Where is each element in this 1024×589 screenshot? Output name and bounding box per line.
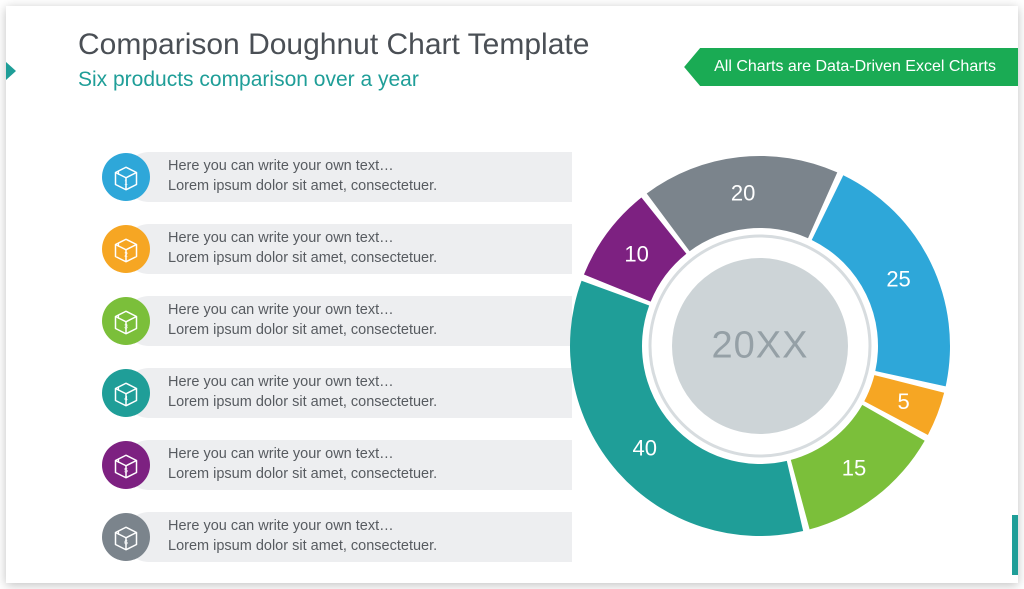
segment-label: 10	[624, 241, 648, 266]
svg-text:2: 2	[124, 252, 128, 259]
segment-label: 15	[842, 455, 866, 480]
list-item-text: Here you can write your own text… Lorem …	[150, 445, 437, 484]
list-item-line2: Lorem ipsum dolor sit amet, consectetuer…	[168, 177, 437, 197]
ribbon-banner: All Charts are Data-Driven Excel Charts	[684, 48, 1018, 86]
list-item: 6 Here you can write your own text… Lore…	[102, 508, 572, 566]
list-item-line1: Here you can write your own text…	[168, 373, 437, 393]
svg-text:6: 6	[124, 540, 128, 547]
chart-center-label: 20XX	[712, 325, 809, 368]
list-item: 1 Here you can write your own text… Lore…	[102, 148, 572, 206]
list-item-line2: Lorem ipsum dolor sit amet, consectetuer…	[168, 393, 437, 413]
list-item-line1: Here you can write your own text…	[168, 157, 437, 177]
slide-canvas: Comparison Doughnut Chart Template Six p…	[6, 6, 1018, 583]
list-item: 4 Here you can write your own text… Lore…	[102, 364, 572, 422]
list-item-line1: Here you can write your own text…	[168, 229, 437, 249]
box-icon: 4	[102, 369, 150, 417]
segment-label: 5	[898, 389, 910, 414]
page-subtitle: Six products comparison over a year	[78, 68, 419, 92]
svg-text:5: 5	[124, 468, 128, 475]
list-item-text: Here you can write your own text… Lorem …	[150, 301, 437, 340]
svg-text:3: 3	[124, 324, 128, 331]
box-icon: 5	[102, 441, 150, 489]
list-item-text: Here you can write your own text… Lorem …	[150, 373, 437, 412]
ribbon-text: All Charts are Data-Driven Excel Charts	[714, 58, 996, 76]
box-icon: 1	[102, 153, 150, 201]
list-item-line2: Lorem ipsum dolor sit amet, consectetuer…	[168, 465, 437, 485]
list-item: 3 Here you can write your own text… Lore…	[102, 292, 572, 350]
edge-accent-top	[6, 62, 16, 80]
svg-text:1: 1	[124, 180, 128, 187]
segment-label: 40	[632, 436, 656, 461]
list-item-text: Here you can write your own text… Lorem …	[150, 157, 437, 196]
segment-label: 25	[886, 266, 910, 291]
box-icon: 2	[102, 225, 150, 273]
list-item-line2: Lorem ipsum dolor sit amet, consectetuer…	[168, 537, 437, 557]
list-item-text: Here you can write your own text… Lorem …	[150, 517, 437, 556]
doughnut-chart: 25 5 15 40 10 20 20XX	[550, 136, 970, 556]
list-item: 2 Here you can write your own text… Lore…	[102, 220, 572, 278]
list-item-line1: Here you can write your own text…	[168, 517, 437, 537]
list-item-line2: Lorem ipsum dolor sit amet, consectetuer…	[168, 249, 437, 269]
list-item-line1: Here you can write your own text…	[168, 445, 437, 465]
segment-label: 20	[731, 180, 755, 205]
box-icon: 3	[102, 297, 150, 345]
list-item-line1: Here you can write your own text…	[168, 301, 437, 321]
edge-accent-bottom	[1012, 515, 1018, 575]
page-title: Comparison Doughnut Chart Template	[78, 28, 589, 62]
svg-text:4: 4	[124, 396, 128, 403]
box-icon: 6	[102, 513, 150, 561]
list-item: 5 Here you can write your own text… Lore…	[102, 436, 572, 494]
product-list: 1 Here you can write your own text… Lore…	[102, 148, 572, 580]
list-item-text: Here you can write your own text… Lorem …	[150, 229, 437, 268]
list-item-line2: Lorem ipsum dolor sit amet, consectetuer…	[168, 321, 437, 341]
